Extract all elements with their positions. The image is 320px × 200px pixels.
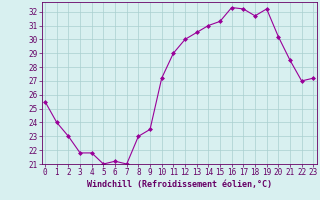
X-axis label: Windchill (Refroidissement éolien,°C): Windchill (Refroidissement éolien,°C) bbox=[87, 180, 272, 189]
